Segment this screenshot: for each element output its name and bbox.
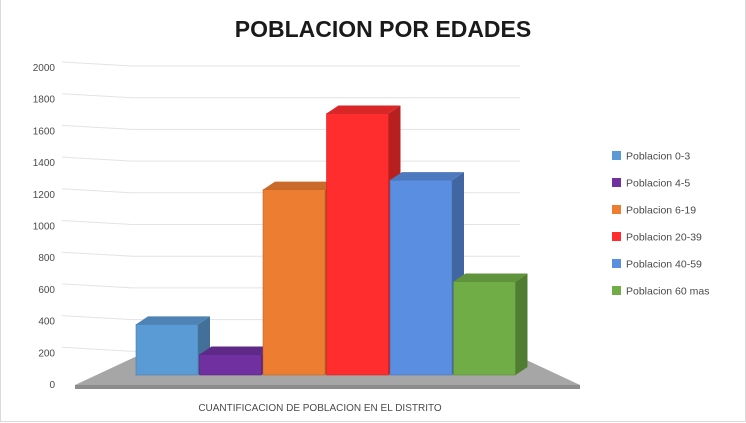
gridline <box>61 61 520 67</box>
bar-side <box>515 273 528 375</box>
legend-entry: Poblacion 6-19 <box>612 205 696 217</box>
bar-group <box>389 172 464 376</box>
bar <box>262 189 326 376</box>
legend-entry: Poblacion 0-3 <box>612 151 690 163</box>
x-axis-label: CUANTIFICACION DE POBLACION EN EL DISTRI… <box>198 403 442 414</box>
legend-label: Poblacion 40-59 <box>626 259 702 271</box>
y-tick-label: 1200 <box>33 190 56 201</box>
legend-swatch <box>612 286 621 295</box>
legend-label: Poblacion 60 mas <box>626 286 709 298</box>
legend-entry: Poblacion 4-5 <box>612 178 690 190</box>
bar-top <box>263 181 337 190</box>
legend-entry: Poblacion 20-39 <box>612 232 702 244</box>
y-tick-label: 200 <box>38 348 55 359</box>
legend-swatch <box>612 151 621 160</box>
legend-label: Poblacion 20-39 <box>626 232 702 244</box>
legend-entry: Poblacion 60 mas <box>612 286 709 298</box>
bar-group <box>199 346 274 376</box>
bars <box>135 105 528 376</box>
legend: Poblacion 0-3 Poblacion 4-5 Poblacion 6-19… <box>612 151 709 298</box>
y-tick-label: 1600 <box>33 126 56 137</box>
bar-top <box>136 316 210 325</box>
bar <box>199 354 262 376</box>
legend-entry: Poblacion 40-59 <box>612 259 702 271</box>
bar-group <box>453 273 528 376</box>
legend-label: Poblacion 6-19 <box>626 205 696 217</box>
legend-swatch <box>612 259 621 268</box>
bar <box>326 113 389 376</box>
bar-group <box>135 316 210 376</box>
legend-swatch <box>612 178 621 187</box>
legend-label: Poblacion 4-5 <box>626 178 690 190</box>
y-tick-label: 0 <box>49 380 55 391</box>
bar-group <box>326 105 401 376</box>
bar-top <box>326 105 401 114</box>
bar <box>453 281 516 376</box>
bar-top <box>199 346 274 355</box>
bar-top <box>390 172 464 181</box>
bar <box>135 324 199 376</box>
gridline <box>61 124 520 130</box>
legend-swatch <box>612 205 621 214</box>
bar-group <box>262 181 337 376</box>
gridline <box>61 93 520 99</box>
floor-edge <box>75 385 580 389</box>
y-tick-label: 1800 <box>33 95 56 106</box>
y-tick-label: 1400 <box>33 158 56 169</box>
legend-label: Poblacion 0-3 <box>626 151 690 163</box>
bar <box>389 179 453 376</box>
y-tick-label: 2000 <box>33 63 56 74</box>
y-tick-label: 400 <box>38 317 55 328</box>
bar-top <box>453 273 528 282</box>
y-axis: 0 200 400 600 800 1000 1200 1400 1600 1800 2000 <box>33 63 56 391</box>
y-tick-label: 600 <box>38 285 55 296</box>
y-tick-label: 800 <box>38 253 55 264</box>
legend-swatch <box>612 232 621 241</box>
chart-title: POBLACION POR EDADES <box>235 16 531 42</box>
gridline <box>61 156 520 162</box>
y-tick-label: 1000 <box>33 222 56 233</box>
